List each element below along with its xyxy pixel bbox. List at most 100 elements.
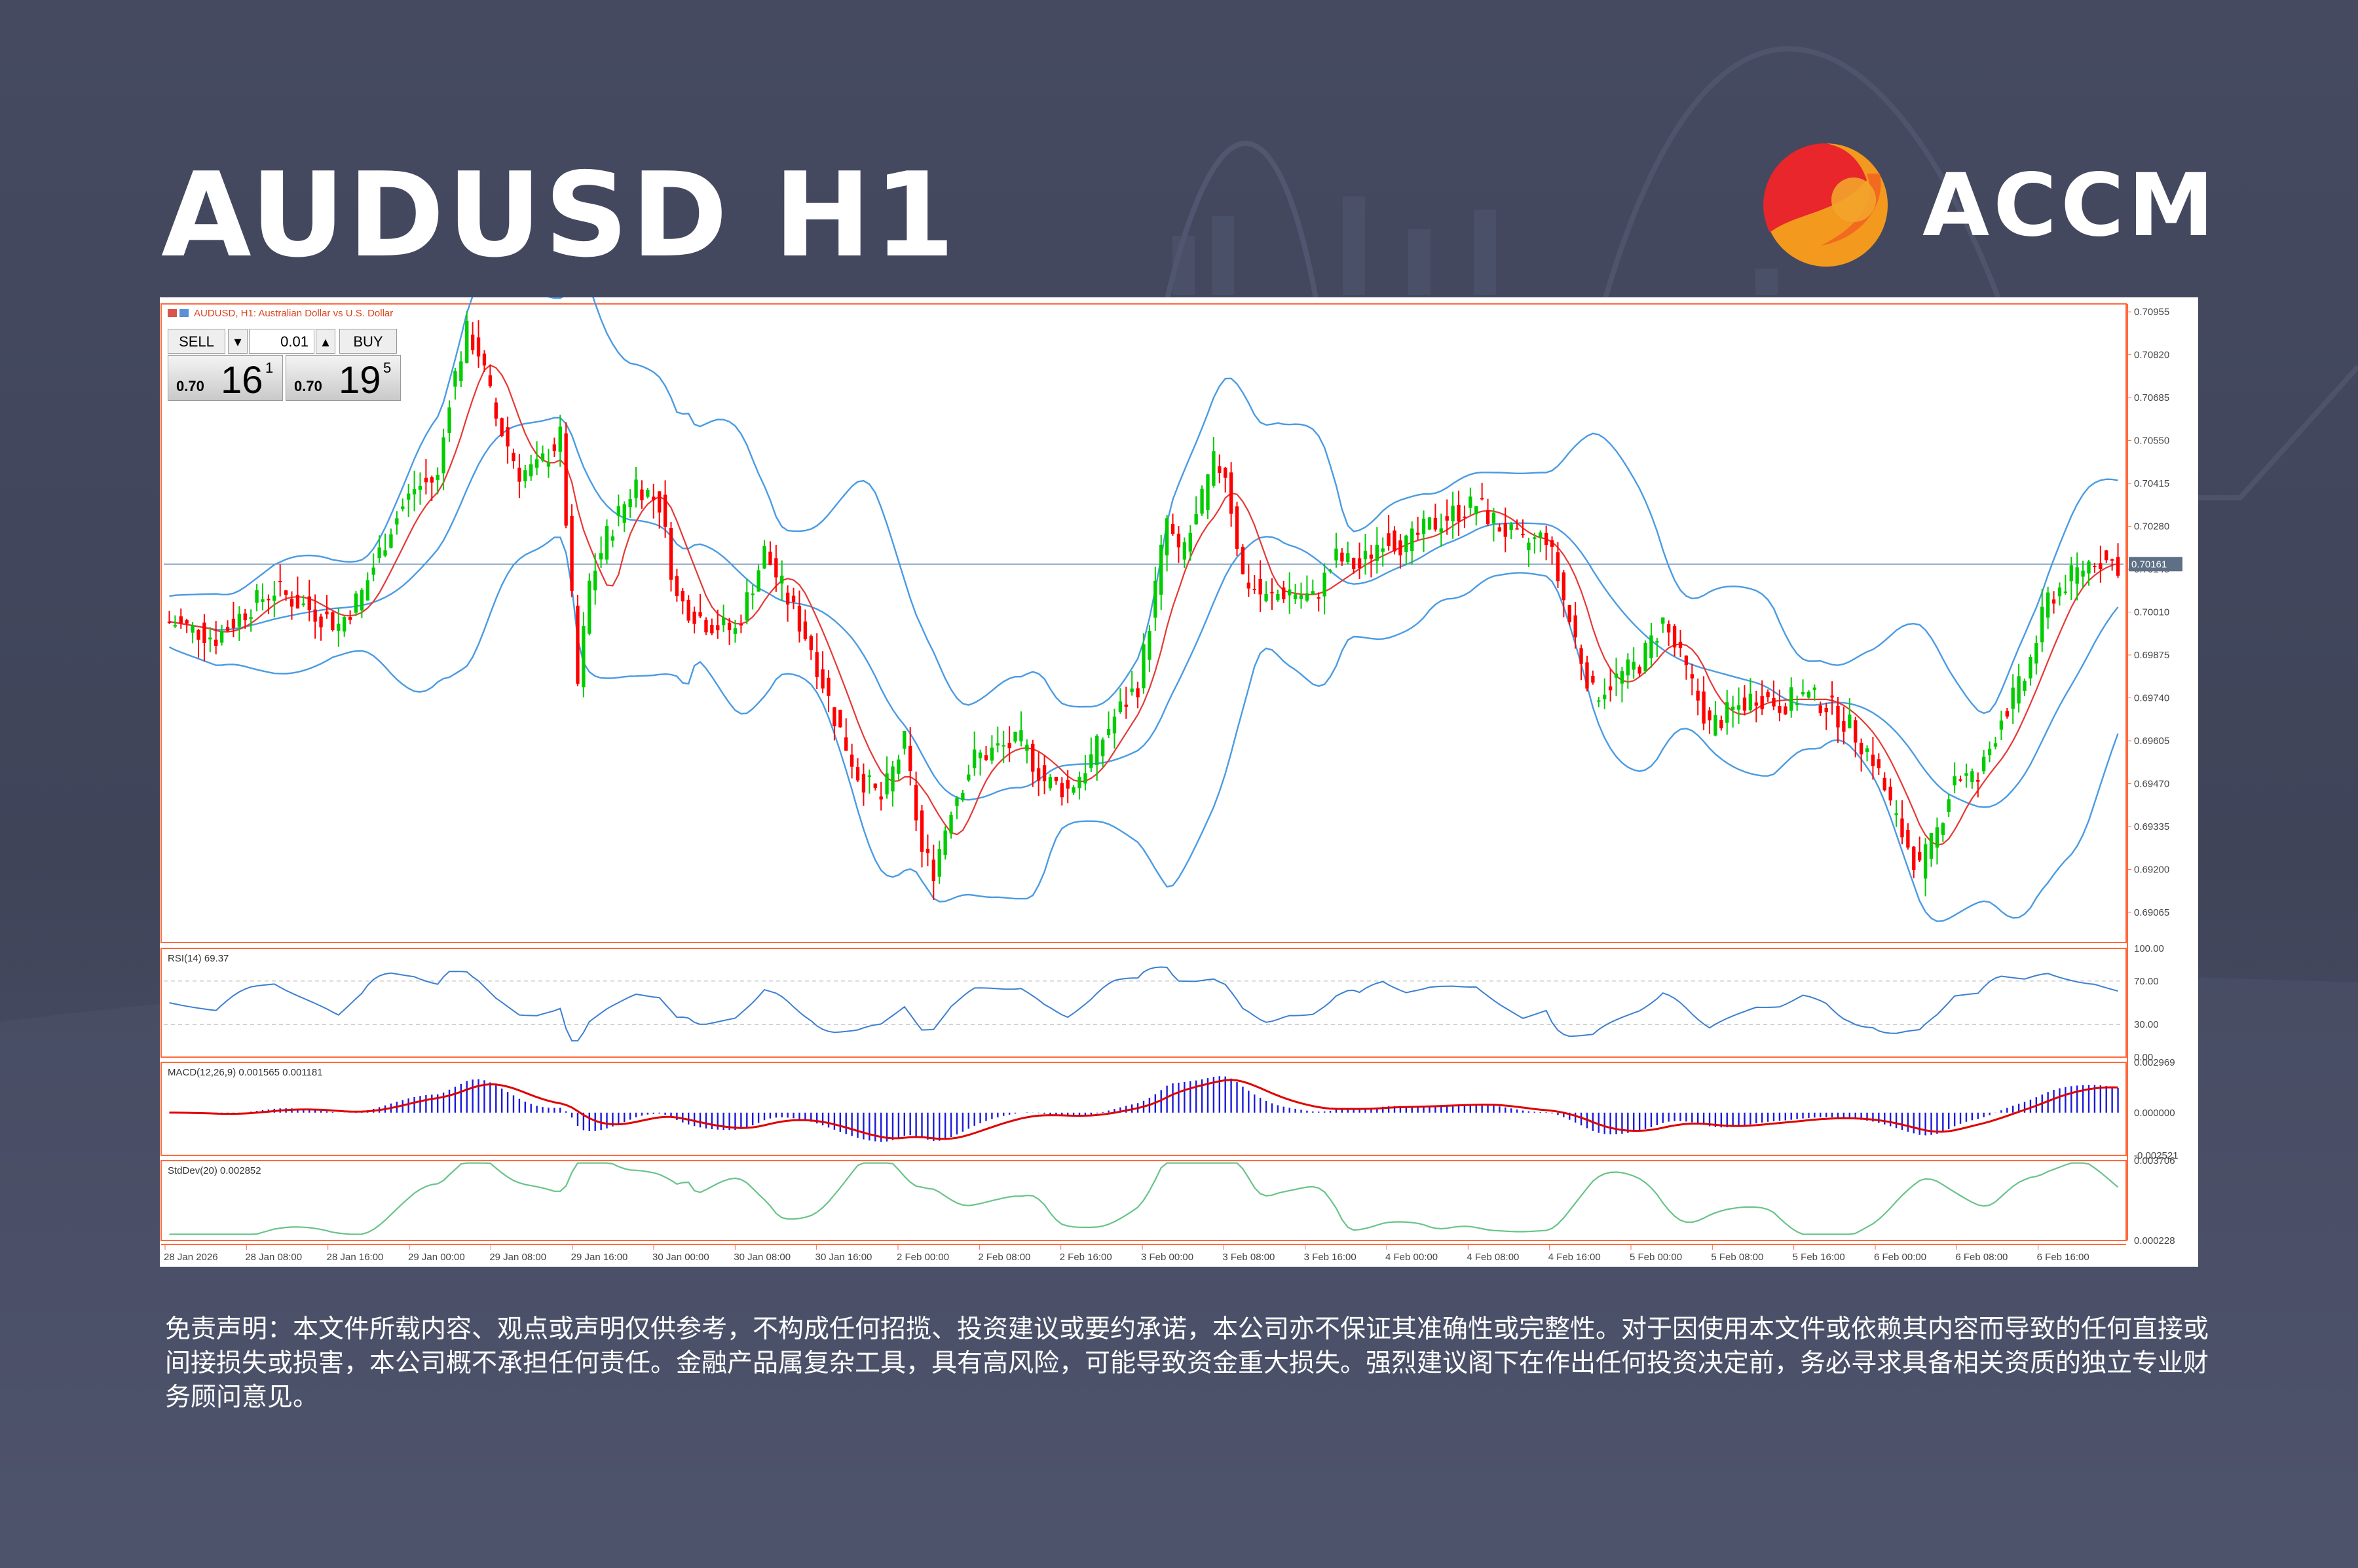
candle-body xyxy=(290,599,294,607)
candle-body xyxy=(1527,542,1531,551)
candle-body xyxy=(2063,591,2068,593)
candle-body xyxy=(558,426,562,452)
lot-size-field[interactable]: 0.01 xyxy=(249,329,314,354)
candle-body xyxy=(1036,768,1041,781)
ask-price-box[interactable]: 0.70 19 5 xyxy=(286,355,401,401)
lot-increase-button[interactable]: ▴ xyxy=(316,329,335,354)
candle-body xyxy=(1789,687,1793,711)
candle-body xyxy=(1357,558,1362,569)
candle-body xyxy=(1439,528,1443,532)
candle-body xyxy=(1772,698,1776,707)
candle-body xyxy=(1264,593,1268,601)
candle-body xyxy=(1031,743,1035,772)
candle-body xyxy=(1224,468,1227,478)
time-tick-label: 29 Jan 00:00 xyxy=(408,1252,465,1263)
candle-body xyxy=(1539,532,1543,538)
candle-body xyxy=(1048,777,1053,789)
candle-body xyxy=(1929,832,1934,859)
time-tick-label: 29 Jan 08:00 xyxy=(489,1252,546,1263)
price-tick-label: 0.70685 xyxy=(2134,392,2169,403)
candle-body xyxy=(1083,773,1087,784)
candle-body xyxy=(658,491,662,513)
candle-body xyxy=(1947,799,1951,812)
sell-button[interactable]: SELL xyxy=(168,329,225,354)
lot-decrease-button[interactable]: ▾ xyxy=(228,329,248,354)
time-tick-label: 3 Feb 16:00 xyxy=(1304,1252,1357,1263)
candle-body xyxy=(2075,567,2079,584)
macd-pane-frame xyxy=(160,1062,2127,1156)
candle-body xyxy=(599,553,603,560)
candle-body xyxy=(1597,700,1601,702)
candle-body xyxy=(249,617,253,619)
candle-body xyxy=(1509,524,1513,531)
candle-body xyxy=(891,766,895,792)
candle-body xyxy=(1918,851,1922,861)
candle-body xyxy=(1544,532,1548,546)
bid-point-digit: 1 xyxy=(265,360,274,376)
rsi-tick-label: 30.00 xyxy=(2134,1019,2159,1030)
candle-body xyxy=(1748,694,1753,711)
candle-body xyxy=(2005,711,2009,717)
time-tick-label: 4 Feb 00:00 xyxy=(1385,1252,1438,1263)
candle-body xyxy=(1469,496,1472,508)
candle-body xyxy=(838,709,842,728)
candle-body xyxy=(1463,516,1467,518)
candle-body xyxy=(1415,532,1420,535)
candle-body xyxy=(1638,666,1641,674)
candle-body xyxy=(1865,748,1869,752)
candle-body xyxy=(482,353,487,365)
candle-body xyxy=(1322,572,1326,597)
candle-body xyxy=(219,631,224,643)
candle-body xyxy=(1567,605,1571,622)
candle-body xyxy=(1130,688,1134,692)
time-tick-label: 2 Feb 08:00 xyxy=(978,1252,1030,1263)
candle-body xyxy=(1620,671,1624,684)
candle-body xyxy=(1025,744,1029,751)
candle-body xyxy=(1515,528,1519,530)
candle-body xyxy=(1427,517,1432,530)
candle-body xyxy=(1410,528,1414,551)
time-tick-label: 28 Jan 08:00 xyxy=(245,1252,302,1263)
candle-body xyxy=(365,580,369,601)
candle-body xyxy=(1848,714,1852,729)
macd-signal-line xyxy=(169,1079,2118,1140)
buy-button[interactable]: BUY xyxy=(339,329,397,354)
rsi-pane-frame xyxy=(160,948,2127,1058)
candle-body xyxy=(337,624,341,631)
candle-body xyxy=(1457,504,1461,522)
candle-body xyxy=(267,599,271,601)
candle-body xyxy=(1795,703,1799,705)
macd-tick-label: 0.002969 xyxy=(2134,1057,2175,1068)
candle-body xyxy=(1351,558,1356,569)
bollinger-lower-band xyxy=(168,536,2119,922)
candle-body xyxy=(1387,533,1391,546)
time-tick-label: 30 Jan 08:00 xyxy=(734,1252,791,1263)
candle-body xyxy=(1655,641,1659,643)
candle-body xyxy=(1241,546,1245,574)
candle-body xyxy=(488,375,493,386)
candle-body xyxy=(768,551,772,565)
candle-body xyxy=(1491,512,1496,524)
price-tick-label: 0.69200 xyxy=(2134,864,2169,875)
candle-body xyxy=(1684,655,1689,665)
candle-body xyxy=(1270,591,1274,593)
price-tick-label: 0.70415 xyxy=(2134,478,2169,489)
time-tick-label: 29 Jan 16:00 xyxy=(571,1252,628,1263)
candle-body xyxy=(897,759,901,774)
candle-body xyxy=(681,591,684,602)
price-tick-label: 0.69740 xyxy=(2134,692,2169,703)
rsi-tick-label: 100.00 xyxy=(2134,943,2164,954)
candle-body xyxy=(1077,776,1081,789)
price-tick-label: 0.69335 xyxy=(2134,821,2169,832)
candle-body xyxy=(821,669,825,689)
one-click-trading-panel: SELL ▾ 0.01 ▴ BUY 0.70 16 1 0.70 19 5 xyxy=(168,329,403,401)
price-tick-label: 0.69875 xyxy=(2134,650,2169,661)
candle-body xyxy=(2011,687,2015,709)
bid-price-box[interactable]: 0.70 16 1 xyxy=(168,355,283,401)
candle-body xyxy=(1742,697,1747,711)
candle-body xyxy=(383,550,387,556)
candle-body xyxy=(1311,591,1315,595)
candle-body xyxy=(272,595,276,601)
candle-body xyxy=(1474,506,1478,515)
accm-logo xyxy=(1763,143,1888,267)
